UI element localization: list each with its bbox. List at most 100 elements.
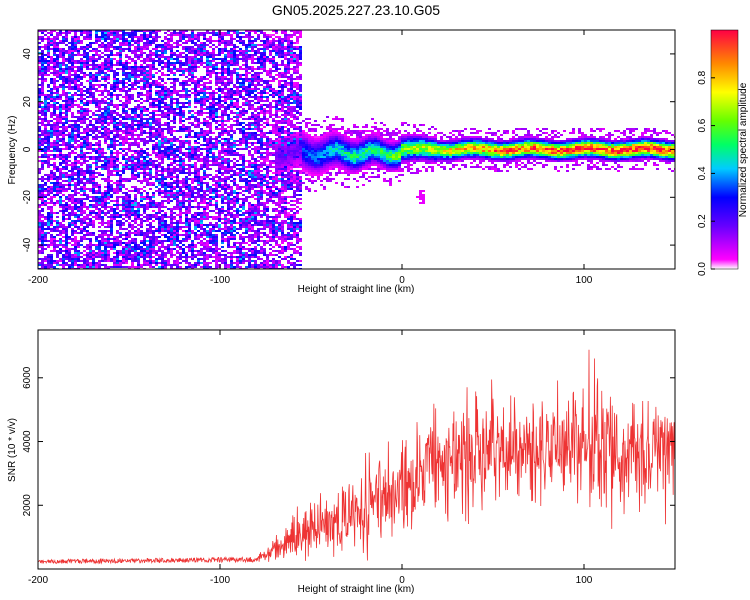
heatmap-cell <box>143 256 146 258</box>
heatmap-cell <box>173 234 176 236</box>
heatmap-cell <box>185 34 188 36</box>
heatmap-cell <box>173 238 176 240</box>
heatmap-cell <box>98 186 101 188</box>
heatmap-cell <box>113 128 116 130</box>
heatmap-cell <box>113 88 116 90</box>
heatmap-cell <box>152 184 155 186</box>
heatmap-cell <box>77 136 80 138</box>
heatmap-cell <box>77 106 80 108</box>
heatmap-cell <box>59 86 62 88</box>
heatmap-cell <box>74 104 77 106</box>
heatmap-cell <box>116 140 119 142</box>
heatmap-cell <box>143 172 146 174</box>
heatmap-cell <box>41 62 44 64</box>
heatmap-cell <box>131 156 134 158</box>
heatmap-cell <box>131 186 134 188</box>
heatmap-cell <box>71 100 74 102</box>
heatmap-cell <box>206 144 209 146</box>
heatmap-cell <box>77 210 80 212</box>
heatmap-cell <box>140 64 143 66</box>
heatmap-cell <box>56 36 59 38</box>
heatmap-cell <box>86 182 89 184</box>
heatmap-cell <box>131 228 134 230</box>
heatmap-cell <box>47 68 50 70</box>
heatmap-cell <box>56 264 59 266</box>
heatmap-cell <box>170 216 173 218</box>
heatmap-cell <box>128 218 131 220</box>
heatmap-cell <box>41 204 44 206</box>
heatmap-cell <box>212 92 215 94</box>
heatmap-cell <box>170 190 173 192</box>
heatmap-cell <box>143 178 146 180</box>
heatmap-cell <box>173 46 176 48</box>
heatmap-cell <box>80 136 83 138</box>
heatmap-cell <box>131 120 134 122</box>
heatmap-cell <box>41 232 44 234</box>
heatmap-cell <box>41 122 44 124</box>
heatmap-cell <box>197 262 200 264</box>
heatmap-cell <box>182 244 185 246</box>
heatmap-cell <box>98 264 101 266</box>
heatmap-cell <box>161 152 164 154</box>
heatmap-cell <box>68 86 71 88</box>
heatmap-cell <box>68 238 71 240</box>
heatmap-cell <box>200 92 203 94</box>
heatmap-cell <box>170 58 173 60</box>
heatmap-cell <box>131 40 134 42</box>
heatmap-cell <box>209 92 212 94</box>
heatmap-cell <box>68 72 71 74</box>
heatmap-cell <box>149 168 152 170</box>
heatmap-cell <box>38 140 41 142</box>
heatmap-cell <box>152 248 155 250</box>
heatmap-cell <box>65 118 68 120</box>
heatmap-cell <box>50 176 53 178</box>
heatmap-cell <box>47 64 50 66</box>
heatmap-cell <box>167 246 170 248</box>
heatmap-cell <box>167 64 170 66</box>
heatmap-cell <box>110 70 113 72</box>
heatmap-cell <box>50 210 53 212</box>
heatmap-cell <box>185 258 188 260</box>
heatmap-cell <box>149 140 152 142</box>
heatmap-cell <box>44 162 47 164</box>
heatmap-cell <box>203 98 206 100</box>
heatmap-cell <box>179 90 182 92</box>
heatmap-cell <box>47 74 50 76</box>
heatmap-cell <box>146 148 149 150</box>
heatmap-cell <box>104 96 107 98</box>
heatmap-cell <box>122 150 125 152</box>
heatmap-cell <box>149 136 152 138</box>
heatmap-cell <box>92 96 95 98</box>
heatmap-cell <box>113 36 116 38</box>
heatmap-cell <box>143 164 146 166</box>
heatmap-cell <box>107 130 110 132</box>
heatmap-cell <box>155 56 158 58</box>
heatmap-cell <box>110 166 113 168</box>
heatmap-cell <box>203 140 206 142</box>
heatmap-cell <box>50 100 53 102</box>
heatmap-cell <box>53 168 56 170</box>
heatmap-cell <box>44 234 47 236</box>
heatmap-cell <box>170 196 173 198</box>
heatmap-cell <box>56 136 59 138</box>
heatmap-cell <box>128 212 131 214</box>
heatmap-cell <box>119 88 122 90</box>
heatmap-cell <box>122 80 125 82</box>
heatmap-cell <box>170 36 173 38</box>
heatmap-cell <box>113 242 116 244</box>
heatmap-cell <box>212 158 215 160</box>
heatmap-cell <box>164 260 167 262</box>
heatmap-cell <box>68 260 71 262</box>
heatmap-cell <box>47 258 50 260</box>
heatmap-cell <box>44 142 47 144</box>
heatmap-cell <box>125 212 128 214</box>
heatmap-cell <box>131 132 134 134</box>
heatmap-cell <box>170 100 173 102</box>
heatmap-cell <box>152 238 155 240</box>
heatmap-cell <box>185 172 188 174</box>
heatmap-cell <box>206 256 209 258</box>
heatmap-cell <box>59 110 62 112</box>
heatmap-cell <box>41 60 44 62</box>
heatmap-cell <box>77 30 80 32</box>
heatmap-cell <box>104 260 107 262</box>
